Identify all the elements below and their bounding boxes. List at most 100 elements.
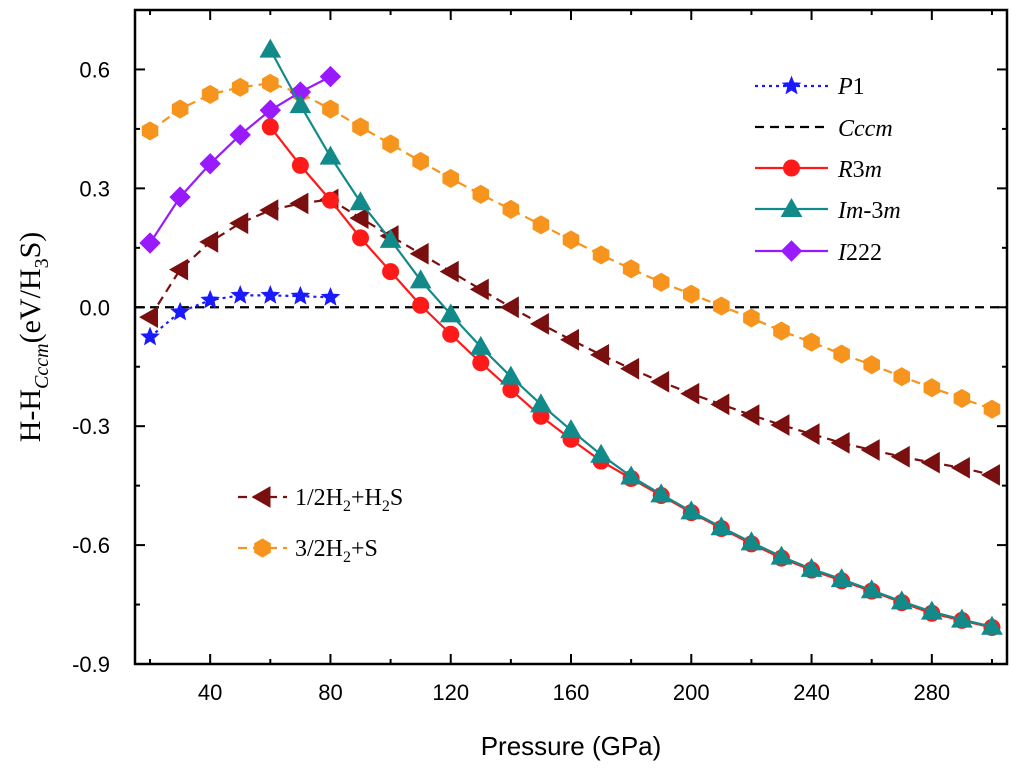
y-tick-label: 0.3 <box>79 176 110 201</box>
svg-text:Cccm: Cccm <box>838 116 893 142</box>
data-point <box>412 296 430 314</box>
data-point <box>199 153 221 175</box>
data-point <box>199 231 219 253</box>
y-tick-label: 0.0 <box>79 295 110 320</box>
data-point <box>710 516 733 536</box>
data-point <box>680 382 700 405</box>
data-point <box>290 285 311 305</box>
data-point <box>321 191 339 209</box>
legend-marker <box>251 486 271 508</box>
data-point <box>620 465 642 485</box>
data-point <box>710 393 730 416</box>
data-point <box>680 500 703 520</box>
data-point <box>349 207 369 229</box>
data-point <box>743 308 760 328</box>
legend-item-im3m: Im-3m <box>755 197 901 224</box>
legend-item-i222: I222 <box>755 240 882 266</box>
data-point <box>139 306 159 329</box>
y-tick-label: -0.9 <box>72 652 110 677</box>
data-point <box>800 423 820 445</box>
y-tick-label: -0.6 <box>72 533 110 558</box>
data-point <box>169 186 191 208</box>
series-p1 <box>140 285 341 346</box>
data-point <box>230 285 251 304</box>
data-point <box>833 344 850 364</box>
data-point <box>863 355 880 375</box>
data-point <box>291 156 309 174</box>
data-point <box>469 278 489 301</box>
data-point <box>231 77 249 97</box>
legend-sample <box>755 240 828 262</box>
x-axis-title: Pressure (GPa) <box>481 731 662 761</box>
data-point <box>171 99 189 119</box>
x-tick-label: 40 <box>198 680 222 705</box>
svg-text:I222: I222 <box>837 240 882 266</box>
data-point <box>289 94 312 114</box>
x-tick-labels: 40 80 120 160 200 240 280 <box>198 680 950 705</box>
legend-sample <box>755 75 828 95</box>
data-point <box>590 343 610 366</box>
legend-item-h2-h2s: 1/2H2+H2S <box>238 485 403 515</box>
svg-text:R3m: R3m <box>837 157 882 183</box>
series-1-2h2-h2s <box>139 188 1000 486</box>
data-point <box>439 303 462 323</box>
y-tick-label: -0.3 <box>72 414 110 439</box>
data-point <box>951 608 973 628</box>
data-point <box>713 296 730 316</box>
data-point <box>529 313 549 335</box>
x-tick-label: 240 <box>793 680 830 705</box>
data-point <box>800 557 823 577</box>
legend-item-cccm: Cccm <box>755 116 893 142</box>
svg-text:3/2H2+S: 3/2H2+S <box>295 536 378 566</box>
data-point <box>472 184 490 204</box>
data-point <box>590 443 612 463</box>
data-point <box>650 483 673 503</box>
x-tick-label: 280 <box>913 680 950 705</box>
data-point <box>319 145 342 165</box>
data-point <box>259 199 279 222</box>
legend-item-r3m: R3m <box>755 157 882 183</box>
data-point <box>412 151 429 171</box>
legend-top-right: P1 Cccm R3m Im-3m I222 <box>755 74 901 266</box>
data-point <box>442 325 460 343</box>
data-point <box>139 232 161 254</box>
legend-sample <box>755 197 828 217</box>
data-point <box>622 259 640 279</box>
data-point <box>200 289 220 309</box>
data-point <box>442 168 460 189</box>
svg-text:P1: P1 <box>837 74 865 100</box>
data-point <box>770 545 793 565</box>
data-point <box>530 393 552 413</box>
data-point <box>322 99 339 119</box>
data-point <box>893 367 911 387</box>
data-point <box>382 263 400 281</box>
series-im-3m <box>259 38 1003 635</box>
data-point <box>981 615 1003 635</box>
data-point <box>500 365 522 385</box>
legend-item-p1: P1 <box>755 74 865 100</box>
legend-marker <box>781 75 802 95</box>
data-point <box>920 451 940 474</box>
data-point <box>562 230 580 250</box>
data-point <box>860 579 883 599</box>
data-point <box>499 296 519 319</box>
data-point <box>860 439 880 461</box>
data-point <box>983 399 1001 419</box>
legend-marker <box>780 197 803 217</box>
data-point <box>409 242 429 265</box>
data-point <box>229 212 249 235</box>
legend-bottom-left: 1/2H2+H2S 3/2H2+S <box>238 485 403 566</box>
data-point <box>592 245 610 265</box>
data-point <box>352 229 370 247</box>
legend-sample <box>238 486 287 508</box>
y-axis-title: H-HCccm(eV/H3S) <box>14 232 53 443</box>
y-tick-labels: -0.9 -0.6 -0.3 0.0 0.3 0.6 <box>72 57 110 677</box>
data-point <box>439 260 459 283</box>
data-point <box>409 269 432 289</box>
data-point <box>170 301 190 321</box>
data-point <box>559 328 579 351</box>
data-point <box>379 228 402 248</box>
data-point <box>830 431 850 454</box>
svg-text:Im-3m: Im-3m <box>837 198 901 224</box>
